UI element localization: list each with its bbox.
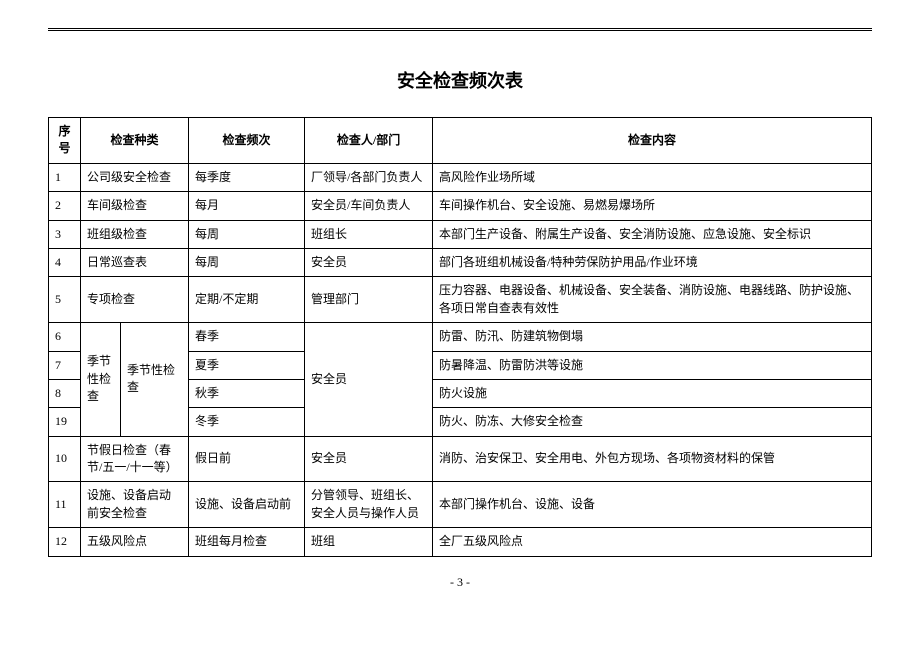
table-row: 11设施、设备启动前安全检查设施、设备启动前分管领导、班组长、安全人员与操作人员… [49, 482, 872, 528]
table-row: 12五级风险点班组每月检查班组全厂五级风险点 [49, 528, 872, 556]
cell: 部门各班组机械设备/特种劳保防护用品/作业环境 [433, 248, 872, 276]
cell: 管理部门 [305, 277, 433, 323]
page-number: - 3 - [48, 575, 872, 590]
cell: 全厂五级风险点 [433, 528, 872, 556]
table-row: 5专项检查定期/不定期管理部门压力容器、电器设备、机械设备、安全装备、消防设施、… [49, 277, 872, 323]
table-header-row: 序号 检查种类 检查频次 检查人/部门 检查内容 [49, 118, 872, 164]
cell: 春季 [189, 323, 305, 351]
cell: 8 [49, 379, 81, 407]
cell: 设施、设备启动前安全检查 [81, 482, 189, 528]
cell: 班组每月检查 [189, 528, 305, 556]
cell: 本部门生产设备、附属生产设备、安全消防设施、应急设施、安全标识 [433, 220, 872, 248]
cell: 安全员 [305, 248, 433, 276]
cell: 12 [49, 528, 81, 556]
cell: 6 [49, 323, 81, 351]
cell: 安全员/车间负责人 [305, 192, 433, 220]
cell: 厂领导/各部门负责人 [305, 163, 433, 191]
col-type: 检查种类 [81, 118, 189, 164]
table-body: 1公司级安全检查每季度厂领导/各部门负责人高风险作业场所域2车间级检查每月安全员… [49, 163, 872, 556]
cell: 季节性检查 [121, 323, 189, 437]
col-freq: 检查频次 [189, 118, 305, 164]
col-who: 检查人/部门 [305, 118, 433, 164]
table-row: 2车间级检查每月安全员/车间负责人车间操作机台、安全设施、易燃易爆场所 [49, 192, 872, 220]
cell: 日常巡查表 [81, 248, 189, 276]
cell: 压力容器、电器设备、机械设备、安全装备、消防设施、电器线路、防护设施、各项日常自… [433, 277, 872, 323]
cell: 每月 [189, 192, 305, 220]
cell: 秋季 [189, 379, 305, 407]
cell: 防雷、防汛、防建筑物倒塌 [433, 323, 872, 351]
cell: 设施、设备启动前 [189, 482, 305, 528]
cell: 安全员 [305, 436, 433, 482]
cell: 2 [49, 192, 81, 220]
cell: 消防、治安保卫、安全用电、外包方现场、各项物资材料的保管 [433, 436, 872, 482]
cell: 专项检查 [81, 277, 189, 323]
cell: 分管领导、班组长、安全人员与操作人员 [305, 482, 433, 528]
cell: 班组级检查 [81, 220, 189, 248]
cell: 7 [49, 351, 81, 379]
inspection-frequency-table: 序号 检查种类 检查频次 检查人/部门 检查内容 1公司级安全检查每季度厂领导/… [48, 117, 872, 557]
cell: 4 [49, 248, 81, 276]
cell: 每周 [189, 220, 305, 248]
cell: 1 [49, 163, 81, 191]
cell: 10 [49, 436, 81, 482]
table-row: 10节假日检查（春节/五一/十一等）假日前安全员消防、治安保卫、安全用电、外包方… [49, 436, 872, 482]
cell: 防火设施 [433, 379, 872, 407]
cell: 冬季 [189, 408, 305, 436]
cell: 3 [49, 220, 81, 248]
cell: 节假日检查（春节/五一/十一等） [81, 436, 189, 482]
cell: 季节性检查 [81, 323, 121, 437]
cell: 五级风险点 [81, 528, 189, 556]
cell: 班组 [305, 528, 433, 556]
cell: 夏季 [189, 351, 305, 379]
document-title: 安全检查频次表 [48, 67, 872, 93]
table-row: 4日常巡查表每周安全员部门各班组机械设备/特种劳保防护用品/作业环境 [49, 248, 872, 276]
cell: 每季度 [189, 163, 305, 191]
cell: 定期/不定期 [189, 277, 305, 323]
cell: 安全员 [305, 323, 433, 437]
cell: 19 [49, 408, 81, 436]
cell: 班组长 [305, 220, 433, 248]
document-page: 安全检查频次表 序号 检查种类 检查频次 检查人/部门 检查内容 1公司级安全检… [0, 0, 920, 590]
cell: 5 [49, 277, 81, 323]
col-what: 检查内容 [433, 118, 872, 164]
table-row: 1公司级安全检查每季度厂领导/各部门负责人高风险作业场所域 [49, 163, 872, 191]
cell: 防火、防冻、大修安全检查 [433, 408, 872, 436]
cell: 本部门操作机台、设施、设备 [433, 482, 872, 528]
cell: 11 [49, 482, 81, 528]
cell: 每周 [189, 248, 305, 276]
cell: 假日前 [189, 436, 305, 482]
cell: 防暑降温、防雷防洪等设施 [433, 351, 872, 379]
cell: 车间级检查 [81, 192, 189, 220]
top-rule [48, 28, 872, 31]
table-row: 3班组级检查每周班组长本部门生产设备、附属生产设备、安全消防设施、应急设施、安全… [49, 220, 872, 248]
table-row: 6季节性检查季节性检查春季安全员防雷、防汛、防建筑物倒塌 [49, 323, 872, 351]
col-seq: 序号 [49, 118, 81, 164]
cell: 高风险作业场所域 [433, 163, 872, 191]
cell: 公司级安全检查 [81, 163, 189, 191]
cell: 车间操作机台、安全设施、易燃易爆场所 [433, 192, 872, 220]
